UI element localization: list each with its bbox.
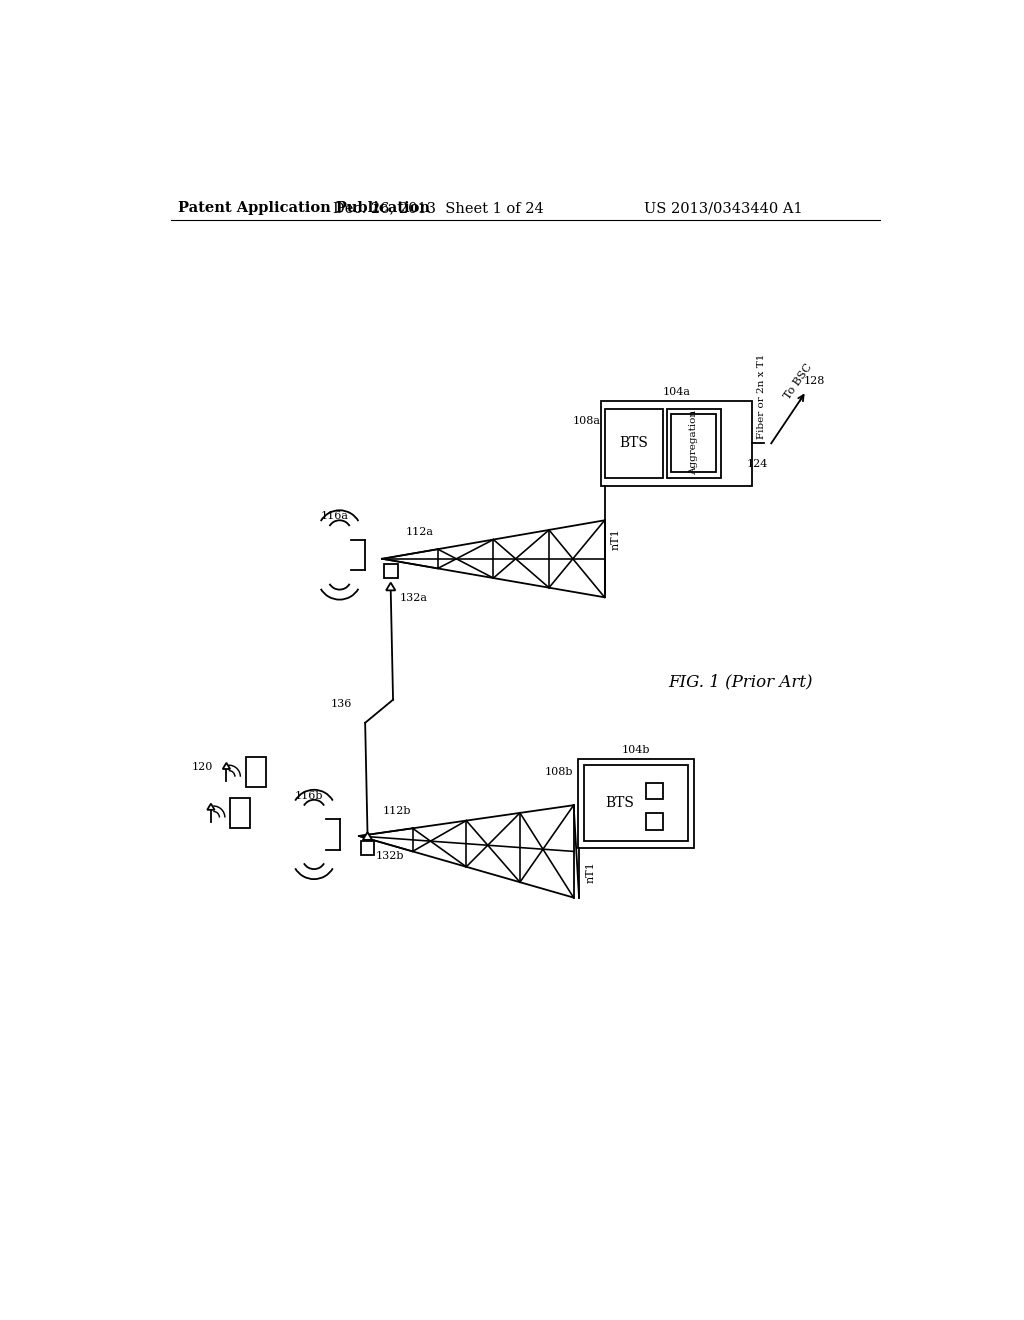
- Text: Patent Application Publication: Patent Application Publication: [178, 202, 430, 215]
- Text: 124: 124: [746, 459, 768, 469]
- Text: FIG. 1 (Prior Art): FIG. 1 (Prior Art): [668, 673, 812, 690]
- Bar: [667, 409, 721, 478]
- Bar: [672, 414, 716, 471]
- Bar: [646, 813, 664, 830]
- Bar: [604, 409, 663, 478]
- Bar: [578, 759, 693, 847]
- Text: 112a: 112a: [406, 527, 433, 537]
- Text: To BSC: To BSC: [783, 362, 814, 401]
- Text: 104b: 104b: [622, 746, 650, 755]
- Text: 112b: 112b: [382, 807, 411, 816]
- Text: 128: 128: [804, 376, 825, 385]
- Bar: [360, 841, 375, 855]
- Text: 120: 120: [191, 762, 213, 772]
- Text: Aggregation: Aggregation: [689, 411, 698, 475]
- Text: 104a: 104a: [663, 387, 690, 397]
- Polygon shape: [222, 763, 230, 770]
- Text: Fiber or 2n x T1: Fiber or 2n x T1: [757, 354, 766, 440]
- Bar: [384, 564, 397, 578]
- Text: 116a: 116a: [321, 511, 348, 521]
- Text: BTS: BTS: [620, 437, 648, 450]
- Text: 108a: 108a: [572, 416, 601, 426]
- Polygon shape: [386, 582, 395, 590]
- Text: BTS: BTS: [605, 796, 635, 810]
- Text: 108b: 108b: [545, 767, 573, 776]
- Bar: [584, 766, 687, 841]
- Text: US 2013/0343440 A1: US 2013/0343440 A1: [644, 202, 802, 215]
- Text: nT1: nT1: [611, 529, 621, 550]
- Polygon shape: [207, 804, 215, 810]
- Bar: [246, 756, 266, 788]
- Bar: [601, 401, 752, 486]
- Text: 136: 136: [331, 698, 352, 709]
- Polygon shape: [362, 832, 372, 840]
- Text: Dec. 26, 2013  Sheet 1 of 24: Dec. 26, 2013 Sheet 1 of 24: [333, 202, 544, 215]
- Text: nT1: nT1: [586, 862, 595, 883]
- Bar: [230, 797, 251, 829]
- Text: 132b: 132b: [376, 851, 404, 862]
- Text: 116b: 116b: [295, 791, 324, 801]
- Bar: [646, 783, 664, 800]
- Text: 132a: 132a: [399, 594, 427, 603]
